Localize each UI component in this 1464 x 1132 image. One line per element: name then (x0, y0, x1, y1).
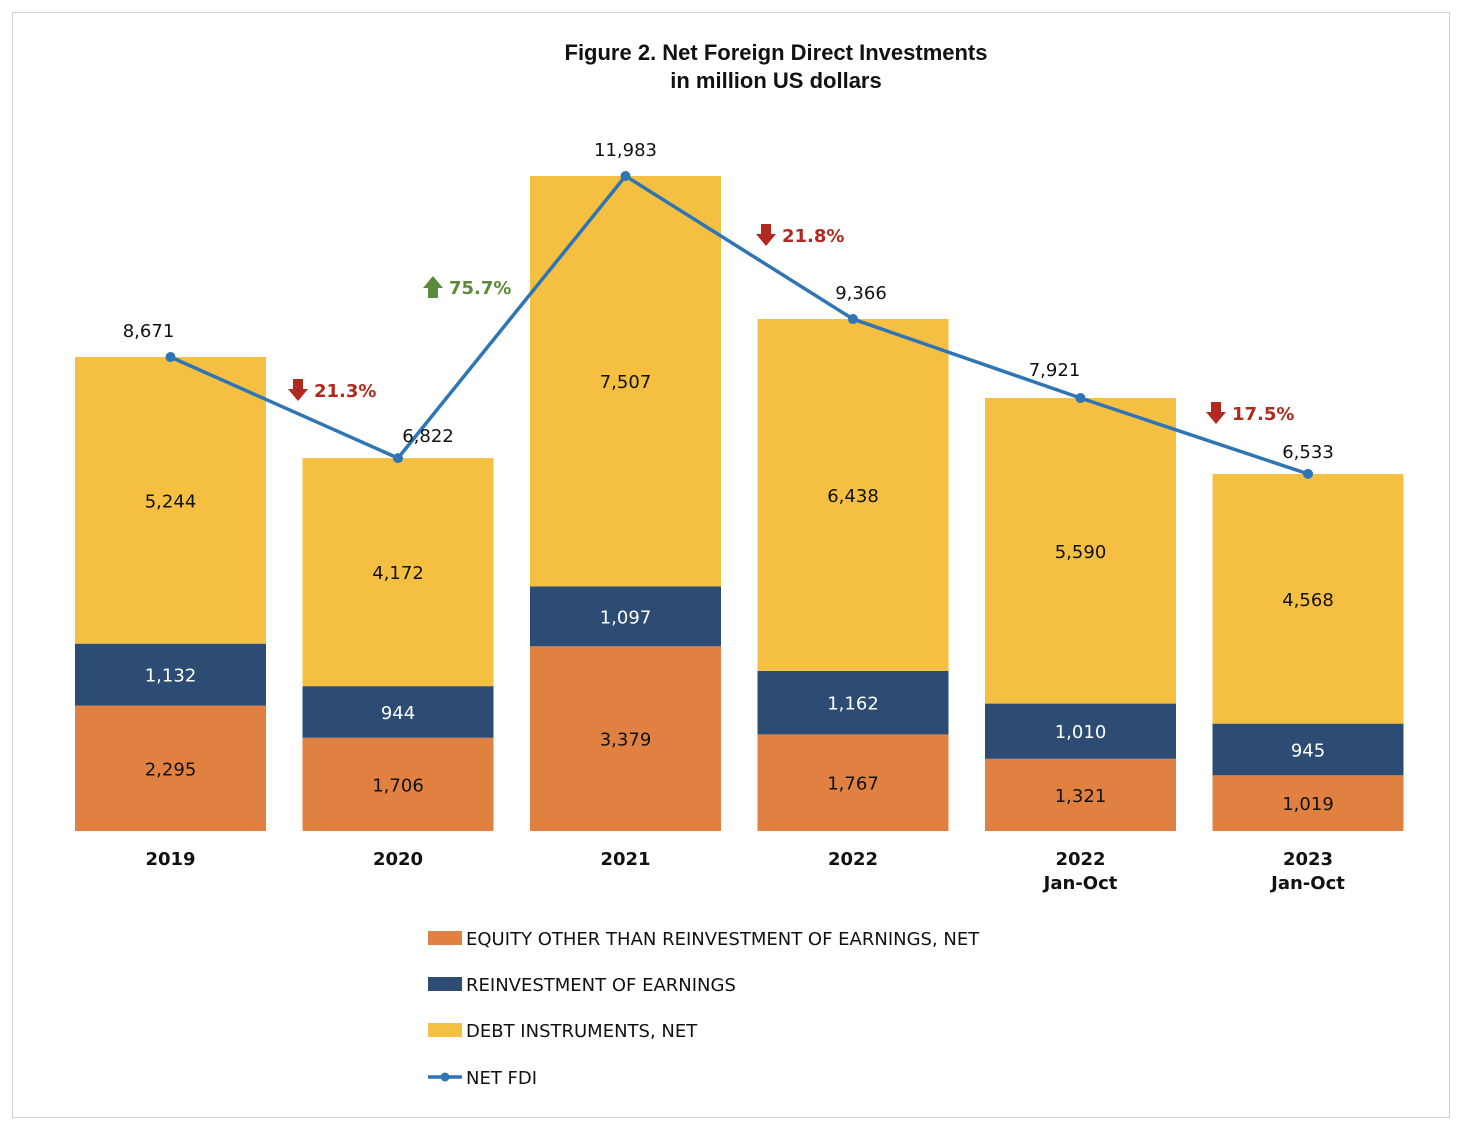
bar-segment (757, 734, 949, 831)
category-tick-label: 2019 (145, 849, 195, 870)
bar-segment (75, 705, 266, 831)
bar-segment (302, 458, 494, 687)
bar-segment (530, 176, 721, 587)
net-fdi-line (169, 174, 1309, 476)
net-fdi-value-label: 6,822 (402, 426, 454, 447)
net-fdi-point (1075, 393, 1086, 404)
legend-swatch (428, 1023, 462, 1037)
arrow-down-icon (288, 379, 308, 401)
net-fdi-value-label: 9,366 (835, 283, 887, 304)
legend-swatch (428, 977, 462, 991)
bar-segment (757, 670, 949, 735)
bar-segment (985, 398, 1176, 704)
bar-segment (1212, 775, 1404, 831)
category-tick-label: 2020 (373, 849, 423, 870)
legend-label: REINVESTMENT OF EARNINGS (466, 975, 736, 996)
bar-segment (985, 758, 1176, 831)
bar-segment (530, 586, 721, 647)
bar-value-label: 1,132 (145, 666, 197, 687)
net-fdi-value-label: 8,671 (123, 321, 175, 342)
net-fdi-value-label: 11,983 (594, 140, 657, 161)
change-percent-label: 21.3% (314, 381, 376, 402)
bar-segment (75, 643, 266, 706)
net-fdi-line-group: 8,671 6,822 11,983 9,366 7,921 6,533 (123, 140, 1334, 479)
legend-line-marker (440, 1072, 450, 1082)
bar-group: 2,295 1,132 5,244 1,706 944 4,172 3,379 1,097 7,… (75, 176, 1404, 831)
bar-value-label: 5,244 (145, 491, 197, 512)
bar-value-label: 4,568 (1282, 590, 1334, 611)
bar-value-label: 6,438 (827, 486, 879, 507)
legend: EQUITY OTHER THAN REINVESTMENT OF EARNIN… (428, 929, 980, 1089)
chart-title: Figure 2. Net Foreign Direct Investments (565, 40, 988, 65)
bar-value-label: 1,767 (827, 774, 879, 795)
chart-subtitle: in million US dollars (670, 68, 881, 93)
net-fdi-value-label: 7,921 (1029, 360, 1081, 381)
arrow-down-icon (756, 224, 776, 246)
bar-value-label: 1,019 (1282, 794, 1334, 815)
net-fdi-point (1303, 468, 1313, 479)
bar-segment (302, 686, 494, 738)
bar-value-label: 1,706 (372, 775, 424, 796)
change-percent-label: 21.8% (782, 226, 844, 247)
bar-value-label: 1,010 (1055, 722, 1107, 743)
legend-label: NET FDI (466, 1068, 537, 1089)
arrow-down-icon (1206, 402, 1226, 424)
change-percent-label: 17.5% (1232, 404, 1294, 425)
bar-value-label: 1,321 (1055, 786, 1107, 807)
category-axis: 2019 2020 2021 2022 2022 Jan-Oct 2023 Jan-Oct (145, 849, 1345, 894)
arrow-up-icon (423, 276, 443, 298)
legend-swatch (428, 931, 462, 945)
bar-segment (985, 703, 1176, 759)
bar-value-label: 7,507 (600, 372, 652, 393)
change-percent-label: 75.7% (449, 278, 511, 299)
legend-label: DEBT INSTRUMENTS, NET (466, 1021, 698, 1042)
bar-segment (757, 318, 949, 671)
category-tick-label: 2023 (1283, 849, 1333, 870)
bar-segment (1212, 473, 1404, 724)
net-fdi-point (848, 314, 858, 325)
bar-value-label: 1,162 (827, 694, 879, 715)
net-fdi-value-label: 6,533 (1282, 442, 1334, 463)
net-fdi-point (393, 453, 403, 464)
bar-value-label: 5,590 (1055, 542, 1107, 563)
category-tick-label: Jan-Oct (1269, 873, 1345, 894)
category-tick-label: 2021 (600, 849, 650, 870)
bar-segment (1212, 723, 1404, 776)
bar-value-label: 944 (381, 703, 415, 724)
bar-value-label: 2,295 (145, 759, 197, 780)
change-annotations: 21.3% 75.7% 21.8% 17.5% (288, 224, 1294, 425)
category-tick-label: Jan-Oct (1042, 873, 1118, 894)
bar-value-label: 945 (1291, 740, 1325, 761)
bar-value-label: 3,379 (600, 730, 652, 751)
bar-value-label: 4,172 (372, 563, 424, 584)
bar-segment (75, 357, 266, 644)
bar-segment (530, 646, 721, 831)
bar-segment (302, 737, 494, 831)
legend-label: EQUITY OTHER THAN REINVESTMENT OF EARNIN… (466, 929, 980, 950)
net-fdi-point (620, 171, 631, 181)
net-fdi-point (165, 352, 176, 363)
category-tick-label: 2022 (1055, 849, 1105, 870)
category-tick-label: 2022 (828, 849, 878, 870)
bar-value-label: 1,097 (600, 607, 652, 628)
